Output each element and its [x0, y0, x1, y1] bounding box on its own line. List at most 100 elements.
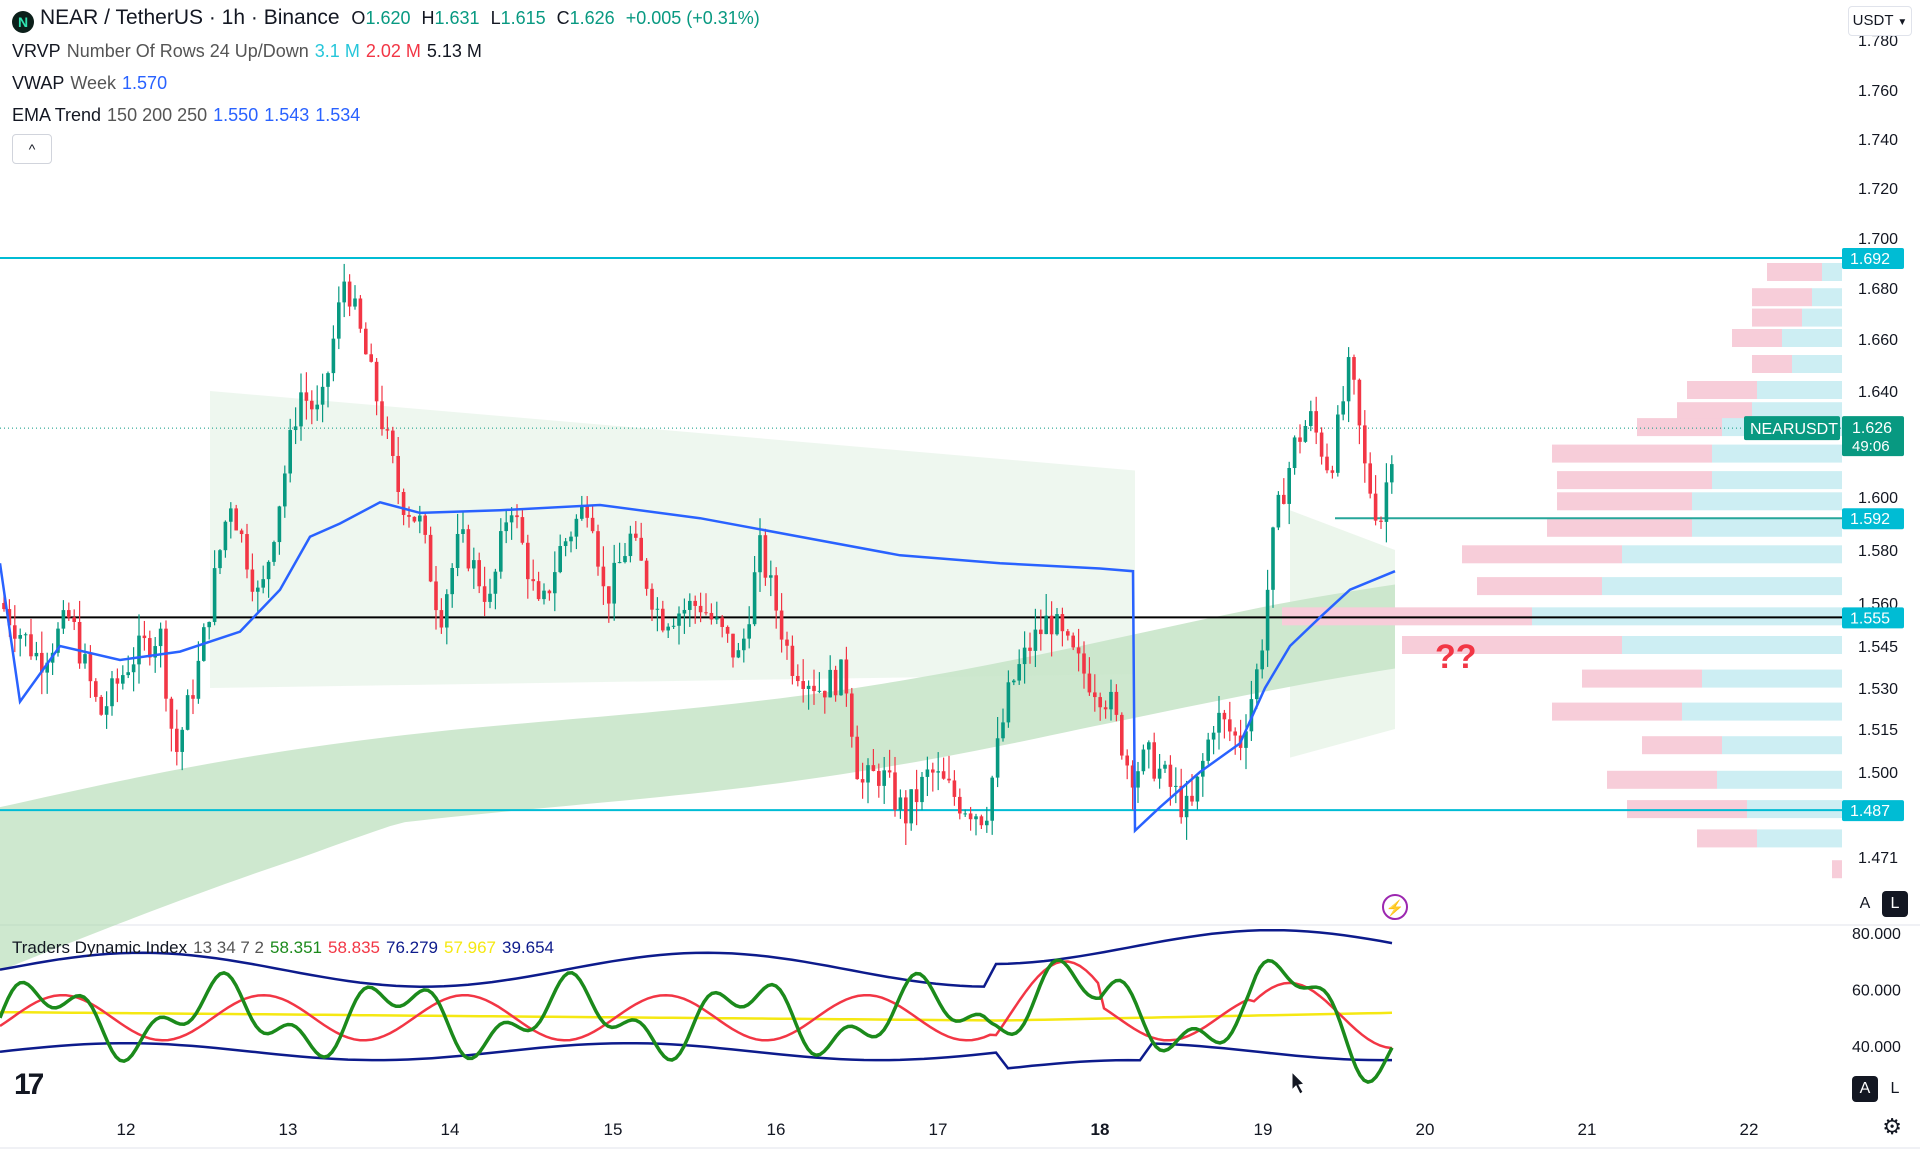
candle-body [963, 813, 967, 815]
candle-body [704, 612, 708, 614]
candle-body [844, 659, 849, 694]
candle-body [655, 608, 660, 610]
candle-body [742, 638, 746, 651]
price-tick-label: 1.600 [1858, 490, 1898, 507]
candle-body [158, 628, 163, 647]
candle-body [277, 506, 282, 543]
high-label: H [421, 8, 435, 28]
candle-body [887, 770, 892, 773]
candle-body [326, 373, 330, 387]
candle-body [682, 609, 687, 614]
candle-body [185, 695, 190, 730]
ema-v3: 1.534 [315, 105, 361, 125]
vrvp-legend[interactable]: VRVP Number Of Rows 24 Up/Down 3.1 M 2.02 M… [12, 40, 488, 62]
ema-trend-cloud [0, 584, 1395, 971]
price-tick-label: 1.530 [1858, 681, 1898, 698]
volume-profile-down-bar [1732, 329, 1782, 347]
candle-body [245, 534, 249, 570]
candle-body [882, 770, 886, 786]
currency-dropdown[interactable]: USDT ▼ [1848, 6, 1912, 36]
candle-body [1184, 795, 1189, 818]
symbol-title[interactable]: NEAR / TetherUS · 1h · Binance [40, 6, 340, 29]
vwap-line [0, 500, 1396, 834]
candle-body [1147, 742, 1151, 750]
candle-body [488, 593, 492, 602]
candle-body [774, 575, 778, 611]
lightning-icon[interactable]: ⚡ [1382, 894, 1408, 920]
candle-body [1060, 614, 1065, 632]
candle-body [968, 813, 973, 820]
volume-profile-down-bar [1697, 829, 1757, 848]
volume-profile-down-bar [1402, 636, 1622, 654]
candle-body [196, 660, 201, 699]
candle-body [1336, 414, 1340, 473]
volume-profile-down-bar [1637, 418, 1722, 437]
price-tick-label: 1.720 [1858, 181, 1898, 198]
tdi-axis-label: 80.000 [1852, 926, 1901, 943]
candle-body [23, 634, 28, 636]
candle-body [1363, 425, 1367, 464]
candle-body [169, 698, 174, 729]
candle-body [7, 609, 12, 626]
gear-icon[interactable]: ⚙ [1882, 1114, 1902, 1139]
vwap-legend[interactable]: VWAP Week 1.570 [12, 72, 173, 94]
tdi-auto-scale-button[interactable]: A [1852, 1076, 1878, 1102]
candle-body [115, 678, 120, 684]
candle-body [509, 515, 514, 523]
candle-body [747, 624, 751, 639]
time-tick-label: 13 [279, 1120, 298, 1139]
countdown-badge: 49:06 [1852, 438, 1890, 455]
symbol-legend[interactable]: N NEAR / TetherUS · 1h · Binance O1.620 H… [12, 7, 772, 33]
candle-body [1028, 647, 1032, 651]
vwap-name: VWAP [12, 73, 65, 93]
volume-profile-down-bar [1552, 702, 1682, 721]
candle-body [374, 361, 379, 402]
candle-body [1098, 697, 1102, 708]
candle-body [866, 765, 870, 783]
ema-legend[interactable]: EMA Trend 150 200 250 1.550 1.543 1.534 [12, 104, 366, 126]
candle-body [1012, 680, 1016, 683]
volume-profile-down-bar [1462, 545, 1622, 564]
volume-profile-up-bar [1717, 770, 1842, 789]
candle-body [828, 669, 832, 698]
candle-body [920, 776, 924, 803]
candle-body [839, 659, 843, 696]
candle-body [639, 537, 643, 561]
candle-body [531, 579, 535, 582]
tdi-log-scale-button[interactable]: L [1890, 1080, 1900, 1097]
tdi-v4: 57.967 [444, 938, 497, 957]
candle-body [180, 729, 184, 752]
candle-body [644, 560, 649, 589]
candle-body [34, 652, 39, 657]
collapse-legend-button[interactable]: ^ [12, 134, 52, 164]
candle-body [623, 556, 627, 563]
candle-body [1314, 411, 1318, 433]
candle-body [796, 675, 800, 682]
candle-body [1195, 776, 1200, 802]
tdi-v2: 58.835 [328, 938, 381, 957]
resistance-badge: 1.692 [1850, 251, 1890, 268]
price-tick-label: 1.471 [1858, 850, 1898, 867]
auto-scale-button[interactable]: A [1859, 895, 1871, 912]
candle-body [439, 610, 444, 628]
candle-body [1039, 629, 1043, 635]
tdi-axis-label: 60.000 [1852, 983, 1901, 1000]
candle-body [472, 560, 476, 569]
symbol-badge-bg [1744, 416, 1840, 441]
volume-profile-up-bar [1702, 669, 1842, 688]
candle-body [261, 579, 265, 588]
candles [2, 263, 1394, 845]
tradingview-logo[interactable]: 17 [14, 1068, 44, 1101]
volume-profile-down-bar [1752, 308, 1802, 327]
candle-body [628, 533, 633, 557]
log-scale-button[interactable]: L [1882, 891, 1908, 917]
candle-body [979, 816, 984, 826]
candle-body [283, 473, 287, 507]
tdi-legend[interactable]: Traders Dynamic Index 13 34 7 2 58.351 58.8… [12, 938, 560, 958]
candle-body [693, 600, 697, 606]
current-price-badge-bg [1842, 416, 1904, 457]
volume-profile-down-bar [1607, 770, 1717, 789]
candle-body [785, 639, 789, 646]
